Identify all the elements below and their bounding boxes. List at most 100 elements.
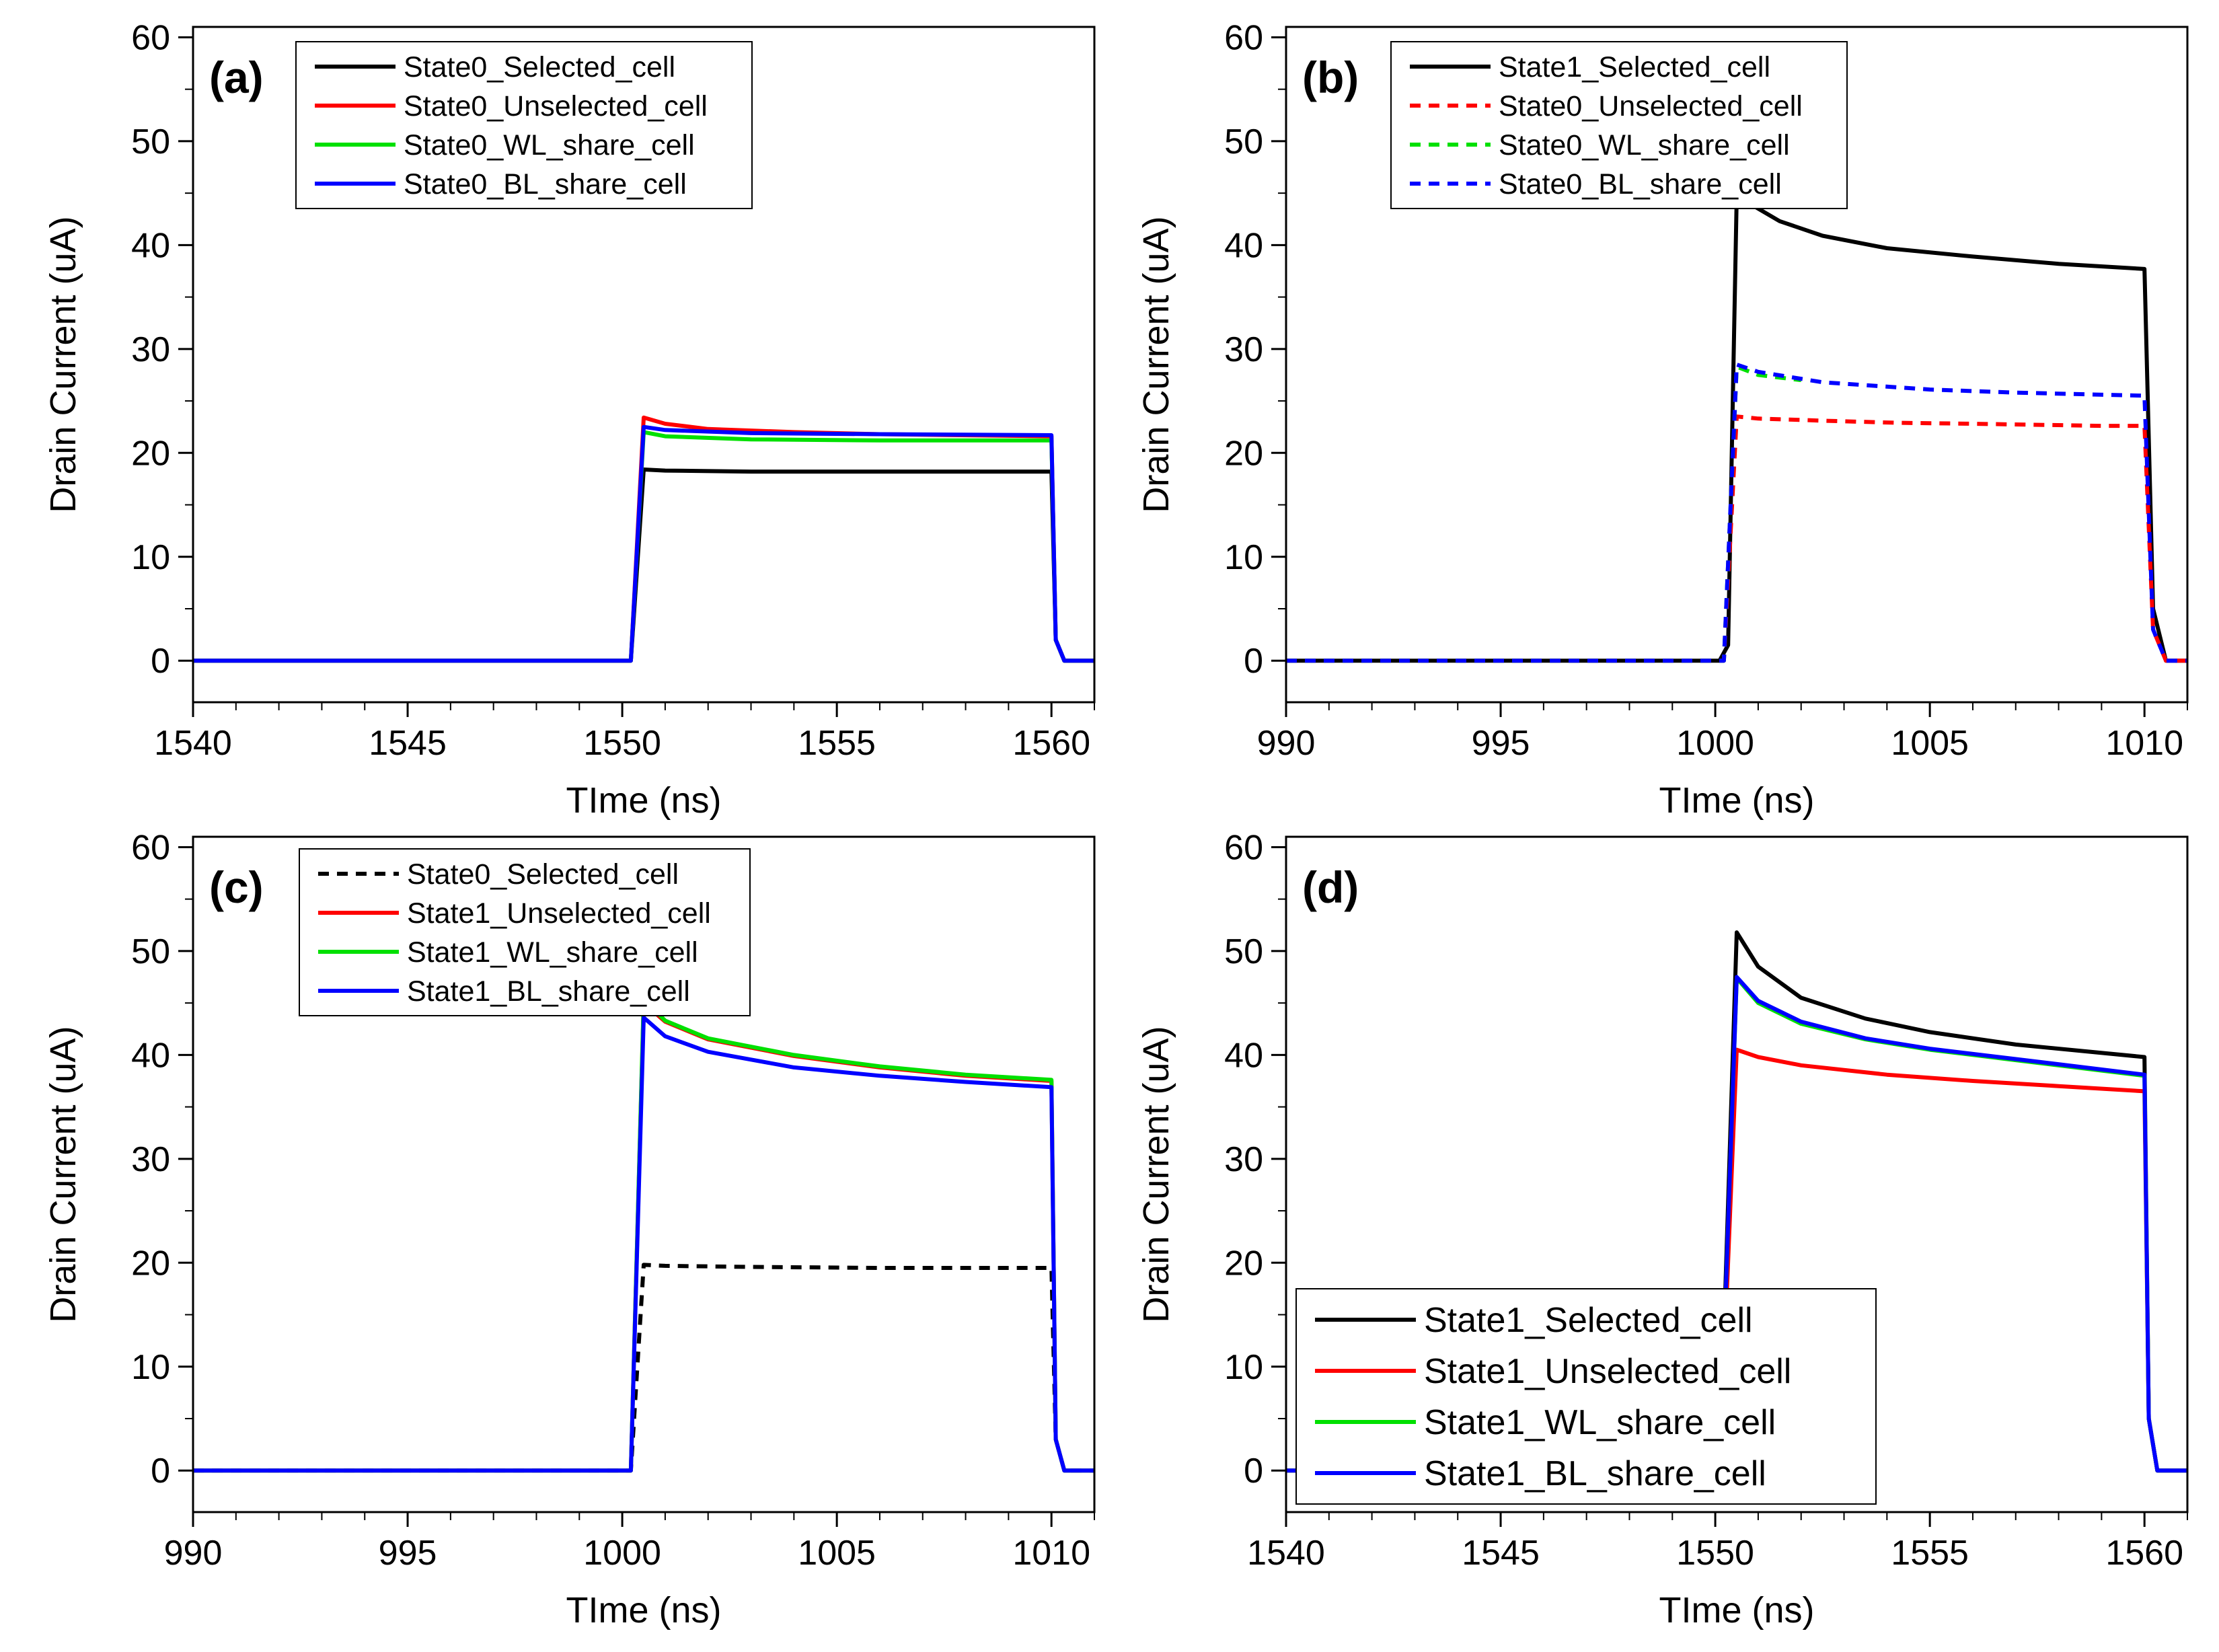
plot-frame xyxy=(192,26,1096,704)
y-tick-label: 0 xyxy=(151,1452,170,1491)
y-tick-label: 20 xyxy=(1224,1244,1263,1283)
y-tick-label: 30 xyxy=(1224,330,1263,369)
x-tick-label: 990 xyxy=(1257,724,1316,763)
legend-entry: State0_BL_share_cell xyxy=(1499,168,1782,200)
x-tick-label: 1000 xyxy=(1676,724,1754,763)
panel-label: (c) xyxy=(209,862,264,912)
y-tick-label: 30 xyxy=(1224,1140,1263,1179)
panel-label: (b) xyxy=(1302,52,1359,102)
x-tick-label: 1550 xyxy=(583,724,661,763)
y-tick-label: 20 xyxy=(1224,434,1263,473)
series-line xyxy=(1286,193,2187,663)
x-tick-label: 990 xyxy=(164,1534,223,1573)
series-line xyxy=(1286,414,2187,663)
legend-entry: State0_Selected_cell xyxy=(404,51,675,83)
y-tick-label: 60 xyxy=(1224,18,1263,57)
legend-entry: State1_Unselected_cell xyxy=(1424,1352,1791,1391)
plot-frame xyxy=(1285,26,2189,704)
y-tick-label: 10 xyxy=(1224,1348,1263,1387)
legend-box xyxy=(295,41,753,209)
y-axis-label: Drain Current (uA) xyxy=(1136,1026,1176,1322)
y-tick-label: 50 xyxy=(131,932,170,971)
y-tick-label: 10 xyxy=(131,1348,170,1387)
chart-panel: 990 995 1000 1005 1010 0 10 20 30 40 50 60 TIme (ns)… xyxy=(1136,18,2189,821)
legend-entry: State0_WL_share_cell xyxy=(1499,129,1790,161)
y-axis-label: Drain Current (uA) xyxy=(1136,216,1176,513)
x-tick-label: 1000 xyxy=(583,1534,661,1573)
x-axis-label: TIme (ns) xyxy=(1659,1590,1814,1630)
legend-entry: State1_BL_share_cell xyxy=(1424,1454,1766,1493)
x-axis-label: TIme (ns) xyxy=(566,1590,721,1630)
x-tick-label: 1005 xyxy=(1891,724,1969,763)
y-tick-label: 50 xyxy=(131,122,170,161)
y-tick-label: 20 xyxy=(131,1244,170,1283)
legend-entry: State1_Selected_cell xyxy=(1424,1301,1753,1340)
y-tick-label: 40 xyxy=(131,1036,170,1075)
y-tick-label: 30 xyxy=(131,330,170,369)
x-tick-label: 1545 xyxy=(1462,1534,1540,1573)
x-tick-label: 995 xyxy=(379,1534,437,1573)
y-tick-label: 60 xyxy=(131,18,170,57)
legend-entry: State0_Selected_cell xyxy=(407,858,679,891)
x-tick-label: 1560 xyxy=(1012,724,1090,763)
legend-entry: State0_Unselected_cell xyxy=(1499,90,1803,122)
x-tick-label: 1010 xyxy=(2105,724,2183,763)
y-tick-label: 60 xyxy=(131,828,170,867)
legend-box xyxy=(1390,41,1848,209)
series-line xyxy=(193,424,1094,663)
x-axis-label: TIme (ns) xyxy=(1659,780,1814,821)
x-tick-label: 1555 xyxy=(1891,1534,1969,1573)
y-tick-label: 50 xyxy=(1224,932,1263,971)
y-tick-label: 0 xyxy=(1244,1452,1263,1491)
panel-label: (d) xyxy=(1302,862,1359,912)
series-line xyxy=(193,1015,1094,1473)
y-tick-label: 40 xyxy=(131,226,170,265)
legend: State1_Selected_cell State1_Unselected_ce… xyxy=(1295,1288,1877,1505)
y-tick-label: 10 xyxy=(131,538,170,577)
x-tick-label: 1005 xyxy=(798,1534,876,1573)
series-line xyxy=(1286,365,1802,663)
y-tick-label: 20 xyxy=(131,434,170,473)
chart-panel: 1540 1545 1550 1555 1560 0 10 20 30 40 50 60 TIme (n… xyxy=(1136,828,2189,1630)
y-tick-label: 60 xyxy=(1224,828,1263,867)
legend-entry: State1_Selected_cell xyxy=(1499,51,1770,83)
legend-entry: State1_BL_share_cell xyxy=(407,975,690,1008)
legend-entry: State0_BL_share_cell xyxy=(404,168,687,200)
series-line xyxy=(193,467,1094,663)
x-tick-label: 1545 xyxy=(369,724,447,763)
legend: State0_Selected_cell State0_Unselected_ce… xyxy=(295,41,753,209)
legend-entry: State1_Unselected_cell xyxy=(407,897,711,930)
y-tick-label: 0 xyxy=(151,642,170,681)
series-line xyxy=(1286,363,2187,663)
x-tick-label: 1540 xyxy=(1247,1534,1325,1573)
y-tick-label: 0 xyxy=(1244,642,1263,681)
plot-frame xyxy=(1285,835,2189,1513)
x-tick-label: 1540 xyxy=(154,724,232,763)
y-tick-label: 40 xyxy=(1224,1036,1263,1075)
panel-label: (a) xyxy=(209,52,264,102)
series-line xyxy=(193,430,1094,663)
x-axis-label: TIme (ns) xyxy=(566,780,721,821)
chart-panel: 1540 1545 1550 1555 1560 0 10 20 30 40 50 60 TIme (n… xyxy=(43,18,1096,821)
chart-panel: 990 995 1000 1005 1010 0 10 20 30 40 50 60 TIme (ns)… xyxy=(43,828,1096,1630)
legend-entry: State0_Unselected_cell xyxy=(404,90,708,122)
y-tick-label: 30 xyxy=(131,1140,170,1179)
y-tick-label: 40 xyxy=(1224,226,1263,265)
x-tick-label: 1550 xyxy=(1676,1534,1754,1573)
x-tick-label: 1555 xyxy=(798,724,876,763)
legend: State1_Selected_cell State0_Unselected_ce… xyxy=(1390,41,1848,209)
legend-entry: State0_WL_share_cell xyxy=(404,129,695,161)
x-tick-label: 1010 xyxy=(1012,1534,1090,1573)
legend-entry: State1_WL_share_cell xyxy=(407,936,698,969)
x-tick-label: 1560 xyxy=(2105,1534,2183,1573)
y-tick-label: 50 xyxy=(1224,122,1263,161)
legend: State0_Selected_cell State1_Unselected_ce… xyxy=(299,848,751,1016)
series-line xyxy=(1286,975,2187,1473)
legend-box xyxy=(299,848,751,1016)
series-line xyxy=(193,1263,1094,1473)
plot-frame xyxy=(192,835,1096,1513)
y-tick-label: 10 xyxy=(1224,538,1263,577)
y-axis-label: Drain Current (uA) xyxy=(43,216,83,513)
legend-entry: State1_WL_share_cell xyxy=(1424,1403,1776,1442)
